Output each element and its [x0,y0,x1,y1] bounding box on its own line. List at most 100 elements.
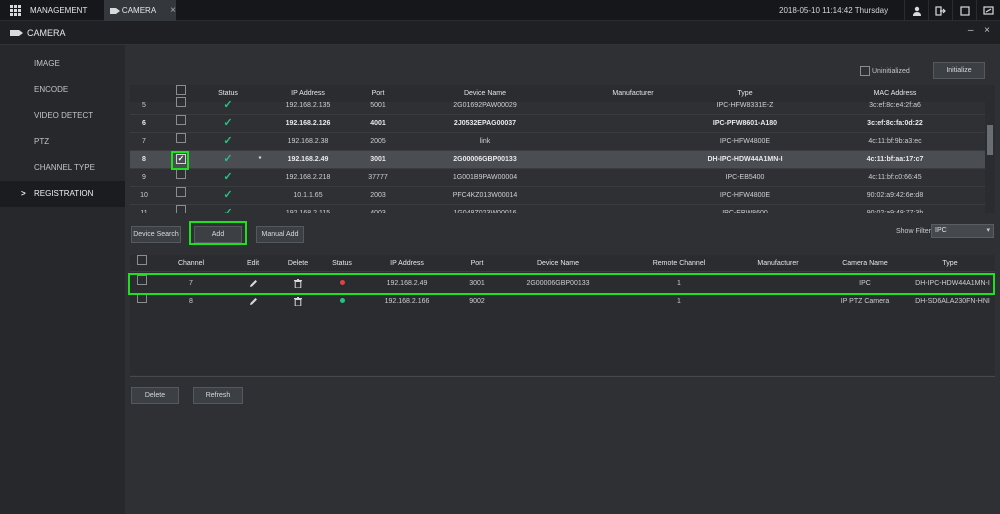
table-header: Status IP Address Port Device Name Manuf… [130,85,985,102]
table-row[interactable]: 9 ✓ 192.168.2.218 37777 1G001B9PAW00004 IPC-E… [130,169,985,187]
col-manufacturer: Manufacturer [757,260,799,267]
select-all-checkbox[interactable] [176,85,186,95]
device-search-button[interactable]: Device Search [131,226,181,243]
col-mac-address: MAC Address [873,90,917,97]
row-number: 11 [130,205,158,213]
row-checkbox[interactable] [137,275,147,285]
row-checkbox[interactable] [176,187,186,197]
row-mac: 90:02:a9:48:77:3b [840,205,950,213]
row-remote-channel: 1 [677,280,681,287]
initialize-button[interactable]: Initialize [933,62,985,79]
table-scrollbar[interactable] [985,85,995,213]
window-controls[interactable]: – × [967,25,994,36]
col-type: Type [737,90,753,97]
row-number: 8 [142,156,146,163]
sidebar-item-video-detect[interactable]: VIDEO DETECT [34,111,94,120]
table-row[interactable]: 11 ✓ 192.168.2.115 4003 1G048Z023W00016 IPC-E… [130,205,985,213]
row-checkbox[interactable] [176,97,186,107]
row-checkbox[interactable] [176,169,186,179]
row-type: IPC-EBW8600 [695,205,795,213]
row-device-name [508,293,608,310]
camera-title-bar: CAMERA – × [0,21,1000,45]
table-row[interactable]: 7 ✓ 192.168.2.38 2005 link IPC-HFW4800E 4c:11:… [130,133,985,151]
status-ok-icon: ✓ [223,117,233,129]
edit-icon[interactable] [238,293,268,310]
status-ok-icon: ✓ [223,135,233,147]
edit-icon[interactable] [238,275,268,292]
manual-add-button[interactable]: Manual Add [256,226,304,243]
sidebar-item-image[interactable]: IMAGE [34,59,60,68]
show-filter-select[interactable]: IPC [931,224,994,238]
tab-camera[interactable]: CAMERA × [104,0,176,21]
col-device-name: Device Name [463,90,506,97]
device-search-table: Status IP Address Port Device Name Manuf… [130,85,995,213]
monitor-icon[interactable] [952,0,976,21]
row-mark [255,115,265,132]
col-manufacturer: Manufacturer [612,90,654,97]
row-checkbox[interactable] [176,205,186,213]
sidebar-item-ptz[interactable]: PTZ [34,137,50,146]
status-dot-icon [323,275,361,292]
table-header: Channel Edit Delete Status IP Address Po… [130,255,995,272]
add-button[interactable]: Add [194,226,242,243]
status-dot-icon [323,293,361,310]
col-edit: Edit [246,260,260,267]
table-row[interactable]: 5 ✓ 192.168.2.135 5001 2G01692PAW00029 IPC-HF… [130,97,985,115]
sidebar-item-registration[interactable]: REGISTRATION [0,181,125,207]
user-icon[interactable] [904,0,928,21]
delete-button[interactable]: Delete [131,387,179,404]
row-mark [255,205,265,213]
row-type: DH-IPC-HDW44A1MN-I [707,156,783,163]
row-ip: 192.168.2.38 [287,138,329,145]
col-port: Port [371,90,385,97]
table-row[interactable]: 8 192.168.2.166 9002 1 IP PTZ Camera DH-SD6AL… [130,293,995,311]
table-row[interactable]: 6 ✓ 192.168.2.126 4001 2J0532EPAG00037 IPC-PF… [130,115,985,133]
sidebar-item-channel-type[interactable]: CHANNEL TYPE [34,163,95,172]
tab-camera-label: CAMERA [121,6,157,15]
table-row[interactable]: 8 ✓ ✓ * 192.168.2.49 3001 2G00006GBP00133 DH-IP… [130,151,985,169]
row-type: IPC-HFW4800E [719,138,771,145]
trash-icon[interactable] [279,293,317,310]
tab-management-label: MANAGEMENT [30,6,88,15]
row-ip: 10.1.1.65 [293,192,323,199]
uninitialized-checkbox[interactable] [860,66,870,76]
table-row[interactable]: 7 192.168.2.49 3001 2G00006GBP00133 1 IPC DH-I… [130,275,995,293]
row-type: IPC-EB5400 [725,174,765,181]
row-port: 4001 [370,120,386,127]
refresh-button[interactable]: Refresh [193,387,243,404]
select-all-checkbox[interactable] [137,255,147,265]
row-device-name: 2J0532EPAG00037 [453,120,517,127]
row-remote-channel: 1 [677,298,681,305]
row-number: 10 [140,192,148,199]
logout-icon[interactable] [928,0,952,21]
row-checkbox[interactable]: ✓ [176,154,186,164]
uninitialized-label: Uninitialized [872,67,910,75]
scroll-thumb[interactable] [987,125,993,155]
datetime: 2018-05-10 11:14:42 Thursday [779,6,889,15]
col-channel: Channel [177,260,205,267]
col-camera-name: Camera Name [842,260,888,267]
row-device-name: 2G01692PAW00029 [453,102,517,109]
col-type: Type [942,260,958,267]
row-mac: 4c:11:bf:aa:17:c7 [866,156,924,163]
uninitialized-filter[interactable]: Uninitialized [860,66,910,76]
table-row[interactable]: 10 ✓ 10.1.1.65 2003 PFC4KZ013W00014 IPC-HFW48… [130,187,985,205]
col-status: Status [218,90,238,97]
col-remote-channel: Remote Channel [652,260,706,267]
row-mac: 4c:11:bf:9b:a3:ec [868,138,922,145]
row-device-name: 1G001B9PAW00004 [452,174,518,181]
tab-management[interactable]: MANAGEMENT [0,0,102,21]
col-port: Port [470,260,484,267]
sidebar-item-encode[interactable]: ENCODE [34,85,69,94]
row-mac: 4c:11:bf:c0:66:45 [868,174,922,181]
row-device-name: 2G00006GBP00133 [453,156,517,163]
row-checkbox[interactable] [176,115,186,125]
row-device-name: PFC4KZ013W00014 [452,192,518,199]
status-ok-icon: ✓ [223,153,233,165]
row-port: 2003 [370,192,386,199]
trash-icon[interactable] [279,275,317,292]
row-checkbox[interactable] [176,133,186,143]
close-icon[interactable]: × [170,5,176,16]
screen-icon[interactable] [976,0,1000,21]
row-manufacturer [738,293,818,310]
